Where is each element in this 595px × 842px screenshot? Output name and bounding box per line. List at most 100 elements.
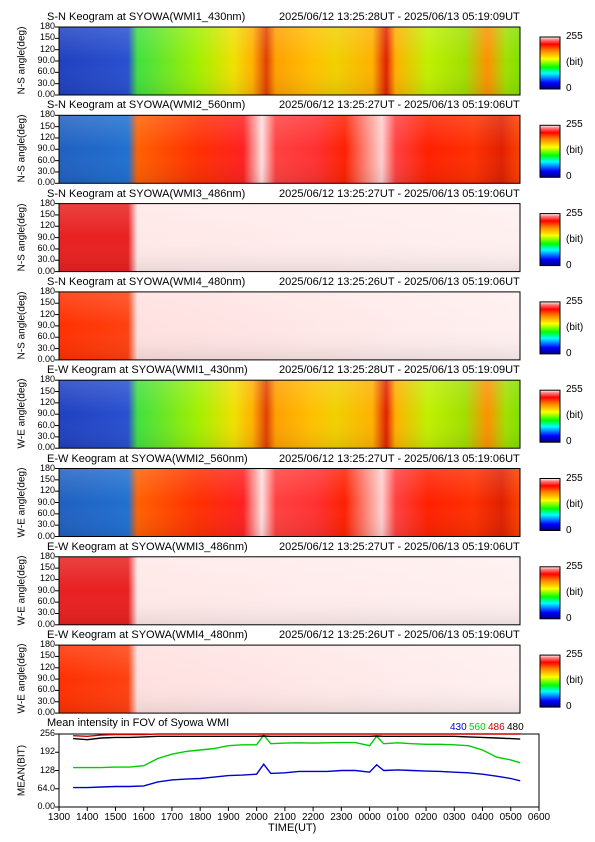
legend-entry: 486 bbox=[488, 722, 505, 733]
y-tick-label: 150 bbox=[39, 562, 55, 573]
series-line-480 bbox=[73, 735, 521, 741]
y-tick-label: 0.00 bbox=[37, 265, 55, 276]
y-tick-label: 60.0 bbox=[37, 242, 55, 253]
panel-time-range: 2025/06/12 13:25:28UT - 2025/06/13 05:19… bbox=[279, 364, 520, 377]
chart-title: Mean intensity in FOV of Syowa WMI bbox=[47, 717, 230, 729]
y-tick-label: 60.0 bbox=[37, 596, 55, 607]
y-axis-label: W-E angle(deg) bbox=[16, 643, 28, 714]
colorbar-unit: (bit) bbox=[566, 57, 584, 68]
panel-time-range: 2025/06/12 13:25:26UT - 2025/06/13 05:19… bbox=[279, 275, 520, 288]
panel-title: E-W Keogram at SYOWA(WMI1_430nm) 2025/06/… bbox=[47, 364, 520, 377]
y-axis-label: W-E angle(deg) bbox=[16, 467, 28, 537]
colorbar-max: 255 bbox=[566, 207, 583, 219]
panel-title: E-W Keogram at SYOWA(WMI2_560nm) 2025/06/… bbox=[47, 452, 520, 465]
y-tick-label: 64.0 bbox=[37, 782, 55, 793]
colorbar bbox=[539, 478, 561, 531]
x-tick-label: 0200 bbox=[414, 812, 438, 823]
colorbar-min: 0 bbox=[566, 701, 572, 713]
y-tick-label: 60.0 bbox=[37, 419, 55, 430]
colorbar-unit: (bit) bbox=[566, 675, 584, 687]
legend-entry: 430 bbox=[450, 722, 467, 733]
y-tick-label: 120 bbox=[39, 573, 55, 584]
colorbar-max: 255 bbox=[566, 119, 583, 131]
y-axis-label: N-S angle(deg) bbox=[16, 26, 28, 95]
y-tick-label: 120 bbox=[39, 220, 55, 231]
panel-time-range: 2025/06/12 13:25:27UT - 2025/06/13 05:19… bbox=[279, 99, 520, 112]
colorbar bbox=[539, 213, 561, 267]
colorbar-unit: (bit) bbox=[566, 145, 584, 157]
x-tick-label: 1900 bbox=[217, 812, 240, 823]
colorbar-unit: (bit) bbox=[566, 410, 584, 422]
y-tick-label: 90.0 bbox=[37, 143, 55, 154]
series-line-486 bbox=[73, 733, 521, 738]
y-axis-label: W-E angle(deg) bbox=[16, 555, 28, 626]
colorbar-min: 0 bbox=[566, 83, 572, 94]
keogram-shading bbox=[59, 380, 520, 449]
y-tick-label: 120 bbox=[39, 485, 55, 496]
y-tick-label: 90.0 bbox=[37, 673, 55, 684]
x-tick-label: 1500 bbox=[104, 812, 127, 823]
keogram-shading bbox=[59, 556, 520, 625]
x-tick-label: 2000 bbox=[245, 812, 268, 823]
y-tick-label: 0.00 bbox=[37, 442, 55, 453]
y-tick-label: 30.0 bbox=[37, 342, 55, 353]
y-tick-label: 120 bbox=[39, 43, 55, 54]
y-tick-label: 256 bbox=[39, 728, 55, 738]
colorbar-max: 255 bbox=[566, 31, 583, 42]
y-axis-label: MEAN(BIT) bbox=[16, 744, 28, 796]
y-tick-label: 180 bbox=[39, 21, 55, 31]
y-tick-label: 180 bbox=[39, 639, 55, 650]
colorbar-max: 255 bbox=[566, 472, 583, 484]
x-tick-label: 0400 bbox=[471, 812, 494, 823]
y-tick-label: 90.0 bbox=[37, 584, 55, 595]
y-tick-label: 60.0 bbox=[37, 507, 55, 518]
y-tick-label: 0.00 bbox=[37, 707, 55, 718]
plot-area bbox=[58, 733, 540, 808]
y-tick-label: 30.0 bbox=[37, 254, 55, 265]
y-tick-label: 30.0 bbox=[37, 607, 55, 618]
y-tick-label: 120 bbox=[39, 308, 55, 319]
y-tick-label: 0.00 bbox=[37, 353, 55, 364]
y-tick-label: 0.00 bbox=[37, 89, 55, 99]
x-tick-label: 0100 bbox=[386, 812, 409, 823]
keogram-shading bbox=[59, 468, 520, 537]
y-tick-label: 90.0 bbox=[37, 319, 55, 330]
y-tick-label: 60.0 bbox=[37, 331, 55, 342]
y-tick-label: 150 bbox=[39, 385, 55, 396]
y-tick-label: 30.0 bbox=[37, 430, 55, 441]
keogram-shading bbox=[59, 291, 520, 360]
y-tick-label: 180 bbox=[39, 550, 55, 561]
x-axis-label: TIME(UT) bbox=[268, 822, 317, 834]
panel-title: E-W Keogram at SYOWA(WMI4_480nm) 2025/06/… bbox=[47, 629, 520, 642]
y-tick-label: 90.0 bbox=[37, 231, 55, 242]
y-tick-label: 90.0 bbox=[37, 408, 55, 419]
colorbar-max: 255 bbox=[566, 649, 583, 661]
colorbar-unit: (bit) bbox=[566, 233, 584, 245]
x-tick-label: 0500 bbox=[499, 812, 522, 823]
y-tick-label: 180 bbox=[39, 374, 55, 385]
colorbar bbox=[539, 566, 561, 620]
keogram-shading bbox=[59, 203, 520, 272]
legend-entry: 480 bbox=[507, 722, 524, 733]
colorbar-min: 0 bbox=[566, 436, 572, 448]
y-tick-label: 120 bbox=[39, 131, 55, 142]
colorbar-min: 0 bbox=[566, 171, 572, 183]
colorbar-unit: (bit) bbox=[566, 321, 584, 333]
panel-title: S-N Keogram at SYOWA(WMI1_430nm) 2025/06/… bbox=[47, 11, 520, 23]
y-tick-label: 180 bbox=[39, 285, 55, 296]
colorbar-max: 255 bbox=[566, 384, 583, 396]
panel-time-range: 2025/06/12 13:25:27UT - 2025/06/13 05:19… bbox=[279, 452, 520, 465]
series-line-560 bbox=[73, 733, 521, 769]
y-tick-label: 180 bbox=[39, 109, 55, 120]
y-tick-label: 0.00 bbox=[37, 801, 55, 811]
x-tick-label: 1700 bbox=[160, 812, 184, 823]
panel-time-range: 2025/06/12 13:25:27UT - 2025/06/13 05:19… bbox=[279, 540, 520, 553]
panel-time-range: 2025/06/12 13:25:26UT - 2025/06/13 05:19… bbox=[279, 629, 520, 642]
x-tick-label: 1600 bbox=[132, 812, 155, 823]
y-tick-label: 120 bbox=[39, 661, 55, 672]
y-axis-label: N-S angle(deg) bbox=[16, 203, 28, 271]
colorbar bbox=[539, 301, 561, 355]
y-tick-label: 60.0 bbox=[37, 684, 55, 695]
x-tick-label: 2100 bbox=[273, 812, 296, 823]
